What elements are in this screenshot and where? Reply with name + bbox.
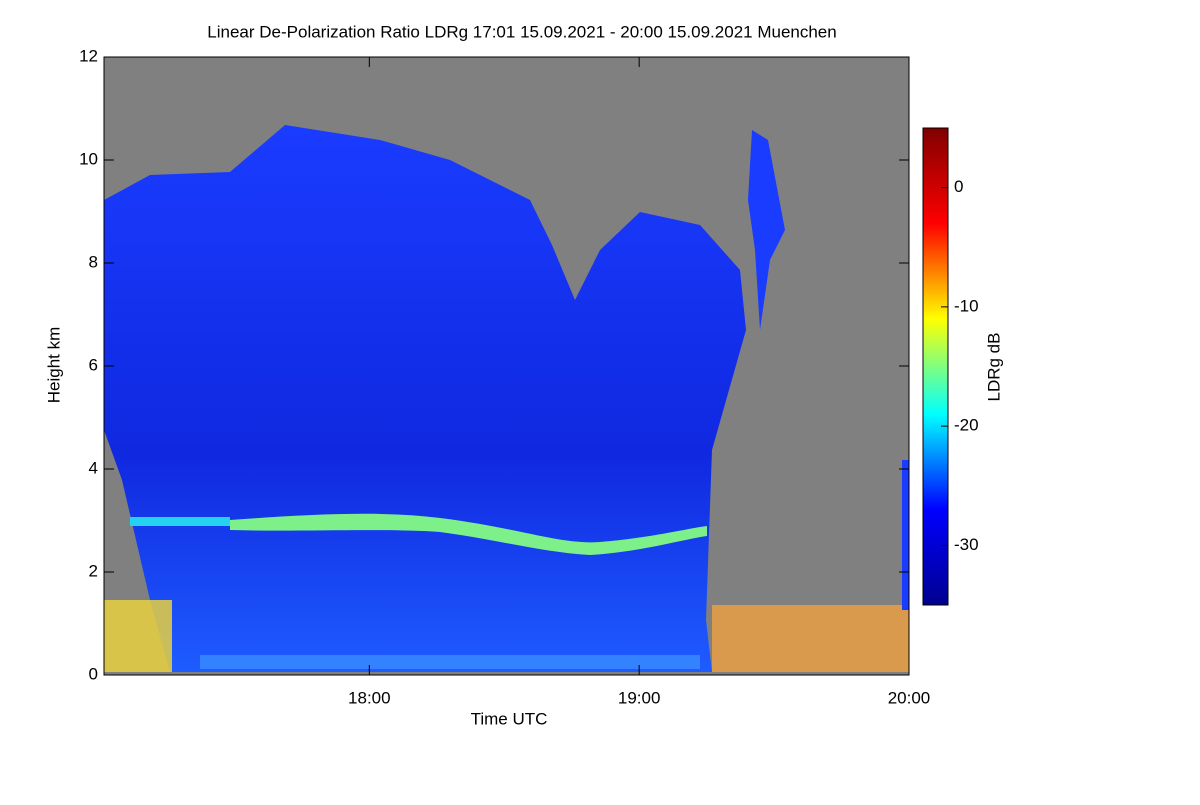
y-tick-label: 2 <box>89 561 98 580</box>
ldr-field <box>104 125 909 672</box>
layer-band <box>230 513 707 555</box>
x-tick-label: 19:00 <box>618 688 661 707</box>
y-tick-label: 0 <box>89 664 98 683</box>
right-edge-echo <box>902 460 909 610</box>
surface-echo <box>104 600 172 672</box>
y-tick-label: 6 <box>89 355 98 374</box>
surface-echo <box>200 655 700 669</box>
colorbar-tick-label: -30 <box>954 535 979 554</box>
x-tick-label: 20:00 <box>888 688 931 707</box>
y-tick-label: 12 <box>79 46 98 65</box>
y-tick-label: 10 <box>79 149 98 168</box>
colorbar-tick-label: 0 <box>954 177 963 196</box>
layer-band <box>130 517 230 526</box>
colorbar-label: LDRg dB <box>984 333 1003 402</box>
x-tick-label: 18:00 <box>348 688 391 707</box>
y-tick-label: 8 <box>89 252 98 271</box>
chart-title: Linear De-Polarization Ratio LDRg 17:01 … <box>207 22 836 41</box>
colorbar-tick-label: -20 <box>954 416 979 435</box>
cloud-streak <box>748 130 785 330</box>
y-axis-label: Height km <box>44 327 63 404</box>
colorbar-tick-label: -10 <box>954 296 979 315</box>
colorbar <box>922 127 949 606</box>
x-axis-label: Time UTC <box>471 709 548 728</box>
surface-echo <box>712 605 909 672</box>
y-tick-label: 4 <box>89 458 98 477</box>
cloud-region <box>104 125 746 672</box>
